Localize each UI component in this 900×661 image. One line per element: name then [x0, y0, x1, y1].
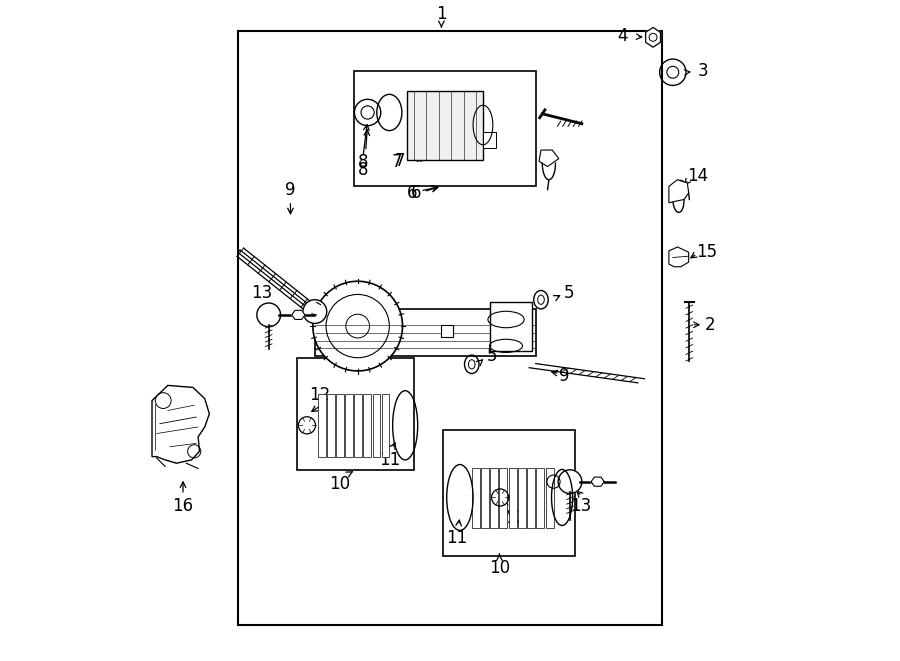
Text: 3: 3 — [698, 62, 708, 80]
Text: 13: 13 — [251, 284, 273, 301]
Text: 6: 6 — [410, 184, 421, 202]
Text: 7: 7 — [395, 152, 405, 171]
Text: 11: 11 — [379, 451, 400, 469]
Bar — [373, 394, 381, 457]
Text: 12: 12 — [309, 386, 330, 404]
Polygon shape — [152, 385, 210, 463]
Text: 11: 11 — [446, 529, 467, 547]
Bar — [490, 301, 533, 351]
Text: 16: 16 — [173, 498, 194, 516]
Text: 10: 10 — [329, 475, 350, 493]
Text: 2: 2 — [705, 316, 716, 334]
Bar — [481, 469, 489, 528]
Text: 5: 5 — [563, 284, 574, 302]
Text: 9: 9 — [559, 368, 570, 385]
Bar — [355, 394, 362, 457]
Bar — [346, 394, 353, 457]
Bar — [491, 469, 498, 528]
Circle shape — [558, 470, 582, 494]
Text: 1: 1 — [436, 5, 446, 23]
Bar — [382, 394, 390, 457]
Text: 7: 7 — [392, 153, 402, 171]
Polygon shape — [591, 477, 604, 486]
Polygon shape — [539, 150, 559, 167]
Bar — [500, 469, 508, 528]
Bar — [518, 469, 526, 528]
Bar — [536, 469, 544, 528]
Text: 8: 8 — [357, 161, 368, 179]
Bar — [508, 469, 517, 528]
Bar — [472, 469, 480, 528]
Text: 14: 14 — [688, 167, 708, 186]
Bar — [407, 91, 483, 160]
Text: 15: 15 — [696, 243, 717, 261]
Text: 12: 12 — [505, 509, 526, 527]
Text: 5: 5 — [486, 348, 497, 366]
Bar — [315, 309, 536, 356]
Bar — [441, 325, 453, 336]
Text: 9: 9 — [285, 182, 296, 200]
Bar — [483, 132, 496, 148]
Bar — [318, 394, 326, 457]
Text: 4: 4 — [617, 27, 628, 45]
Bar — [297, 358, 414, 470]
Circle shape — [303, 299, 327, 323]
Bar — [328, 394, 335, 457]
Bar — [337, 394, 344, 457]
Bar — [444, 430, 575, 555]
Circle shape — [256, 303, 281, 327]
Text: 8: 8 — [357, 153, 368, 171]
Polygon shape — [669, 180, 689, 203]
Text: 10: 10 — [489, 559, 510, 577]
Bar — [355, 71, 536, 186]
Polygon shape — [292, 310, 305, 319]
Bar — [238, 31, 662, 625]
Circle shape — [313, 281, 402, 371]
Text: 13: 13 — [570, 498, 591, 516]
Bar — [545, 469, 554, 528]
Polygon shape — [669, 247, 689, 267]
Text: 6: 6 — [407, 184, 417, 202]
Bar — [364, 394, 371, 457]
Polygon shape — [645, 27, 661, 47]
Bar — [527, 469, 535, 528]
